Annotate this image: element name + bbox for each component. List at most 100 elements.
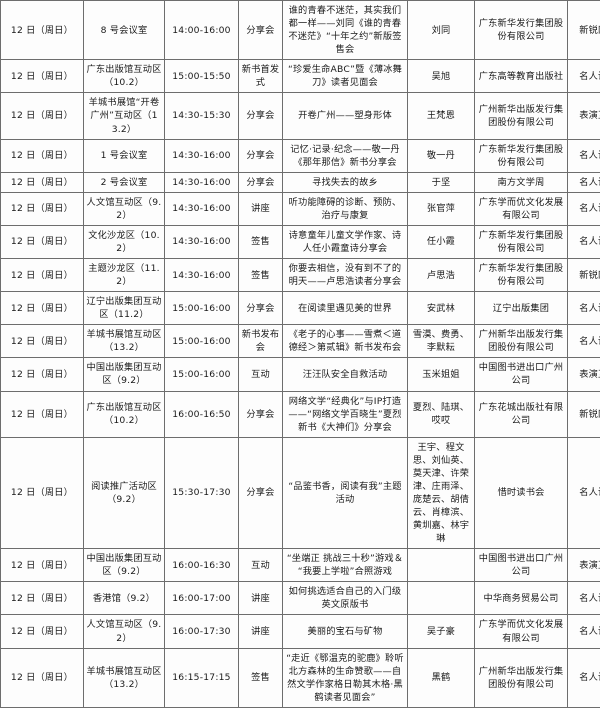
cell-time: 14:00-16:00 [165,1,239,60]
cell-time: 14:30-15:30 [165,93,239,139]
cell-guest: 任小霞 [408,225,475,258]
cell-title: “品鉴书香，阅读有我”主题活动 [283,437,408,549]
cell-title: 美丽的宝石与矿物 [283,615,408,648]
cell-title: 你要去相信，没有到不了的明天——卢思浩读者分享会 [283,259,408,292]
cell-category: 名人讲座 [568,172,600,192]
cell-date: 12 日（周日） [1,172,84,192]
cell-date: 12 日（周日） [1,60,84,93]
cell-guest: 吴旭 [408,60,475,93]
cell-organizer: 广东新华发行集团股份有限公司 [475,139,568,172]
cell-time: 15:00-16:00 [165,325,239,358]
cell-guest: 于坚 [408,172,475,192]
cell-type: 讲座 [239,615,283,648]
cell-organizer: 中国图书进出口广州公司 [475,549,568,582]
cell-title: 听功能障碍的诊断、预防、治疗与康复 [283,192,408,225]
cell-guest [408,549,475,582]
cell-title: “珍爱生命ABC”暨《薄冰舞刀》读者见面会 [283,60,408,93]
cell-venue: 1 号会议室 [84,139,165,172]
cell-guest [408,582,475,615]
cell-type: 互动 [239,549,283,582]
cell-organizer: 中国图书进出口广州公司 [475,358,568,391]
cell-venue: 羊城书展馆互动区（13.2） [84,648,165,707]
cell-title: 如何挑选适合自己的入门级英文原版书 [283,582,408,615]
cell-organizer: 广东学而优文化发展有限公司 [475,615,568,648]
cell-category: 名人讲座 [568,192,600,225]
cell-time: 14:30-16:00 [165,225,239,258]
cell-date: 12 日（周日） [1,549,84,582]
cell-guest: 卢思浩 [408,259,475,292]
cell-category: 名人讲座 [568,325,600,358]
cell-time: 14:30-16:00 [165,192,239,225]
cell-guest: 张官萍 [408,192,475,225]
cell-guest: 吴子豪 [408,615,475,648]
cell-type: 签售 [239,259,283,292]
cell-venue: 人文馆互动区（9.2） [84,192,165,225]
cell-time: 15:00-16:00 [165,292,239,325]
cell-guest: 敬一丹 [408,139,475,172]
cell-category: 名人讲座 [568,648,600,707]
cell-date: 12 日（周日） [1,325,84,358]
cell-category: 名人讲座 [568,582,600,615]
cell-venue: 中国出版集团互动区（9.2） [84,549,165,582]
cell-organizer: 惜时读书会 [475,437,568,549]
cell-guest: 夏烈、陆琪、哎哎 [408,391,475,437]
cell-venue: 广东出版馆互动区（10.2） [84,60,165,93]
cell-time: 16:00-16:50 [165,391,239,437]
cell-date: 12 日（周日） [1,192,84,225]
cell-category: 表演互动 [568,358,600,391]
cell-category: 新锐网络 [568,1,600,60]
cell-date: 12 日（周日） [1,1,84,60]
cell-category: 新锐网络 [568,391,600,437]
cell-date: 12 日（周日） [1,437,84,549]
cell-venue: 阅读推广活动区（9.2） [84,437,165,549]
cell-type: 分享会 [239,172,283,192]
cell-guest: 王宇、程文思、刘仙英、莫天津、许荣津、庄雨泽、庞楚云、胡倩云、肖樟滨、黄圳嘉、林… [408,437,475,549]
cell-category: 名人讲座 [568,139,600,172]
cell-type: 签售 [239,225,283,258]
cell-time: 15:00-16:00 [165,358,239,391]
cell-time: 15:00-15:50 [165,60,239,93]
cell-organizer: 广东新华发行集团股份有限公司 [475,259,568,292]
cell-organizer: 广东高等教育出版社 [475,60,568,93]
cell-type: 分享会 [239,1,283,60]
cell-time: 16:00-17:00 [165,582,239,615]
cell-title: 记忆·记录·纪念——敬一丹《那年那信》新书分享会 [283,139,408,172]
cell-title: 谁的青春不迷茫，其实我们都一样——刘同《谁的青春不迷茫》“十年之约”新版签售会 [283,1,408,60]
cell-date: 12 日（周日） [1,615,84,648]
cell-venue: 辽宁出版集团互动区（11.2） [84,292,165,325]
cell-title: 汪汪队安全自救活动 [283,358,408,391]
cell-organizer: 辽宁出版集团 [475,292,568,325]
cell-time: 14:30-16:00 [165,172,239,192]
cell-organizer: 广东花城出版社有限公司 [475,391,568,437]
cell-date: 12 日（周日） [1,391,84,437]
cell-category: 名人讲座 [568,292,600,325]
cell-title: “坐端正 挑战三十秒”游戏＆“我要上学啦”合照游戏 [283,549,408,582]
cell-title: 开卷广州——塑身形体 [283,93,408,139]
cell-venue: 羊城书展馆“开卷广州”互动区（13.2） [84,93,165,139]
cell-title: 网络文学“经典化”与IP打造——“网络文学百晓生”夏烈新书《大神们》分享会 [283,391,408,437]
cell-venue: 8 号会议室 [84,1,165,60]
cell-venue: 2 号会议室 [84,172,165,192]
cell-guest: 黑鹤 [408,648,475,707]
cell-date: 12 日（周日） [1,648,84,707]
cell-time: 15:30-17:30 [165,437,239,549]
cell-date: 12 日（周日） [1,259,84,292]
cell-venue: 广东出版馆互动区（10.2） [84,391,165,437]
cell-type: 新书首发式 [239,60,283,93]
cell-organizer: 广东学而优文化发展有限公司 [475,192,568,225]
cell-type: 分享会 [239,437,283,549]
cell-guest: 王梵恩 [408,93,475,139]
cell-time: 16:15-17:15 [165,648,239,707]
cell-type: 互动 [239,358,283,391]
